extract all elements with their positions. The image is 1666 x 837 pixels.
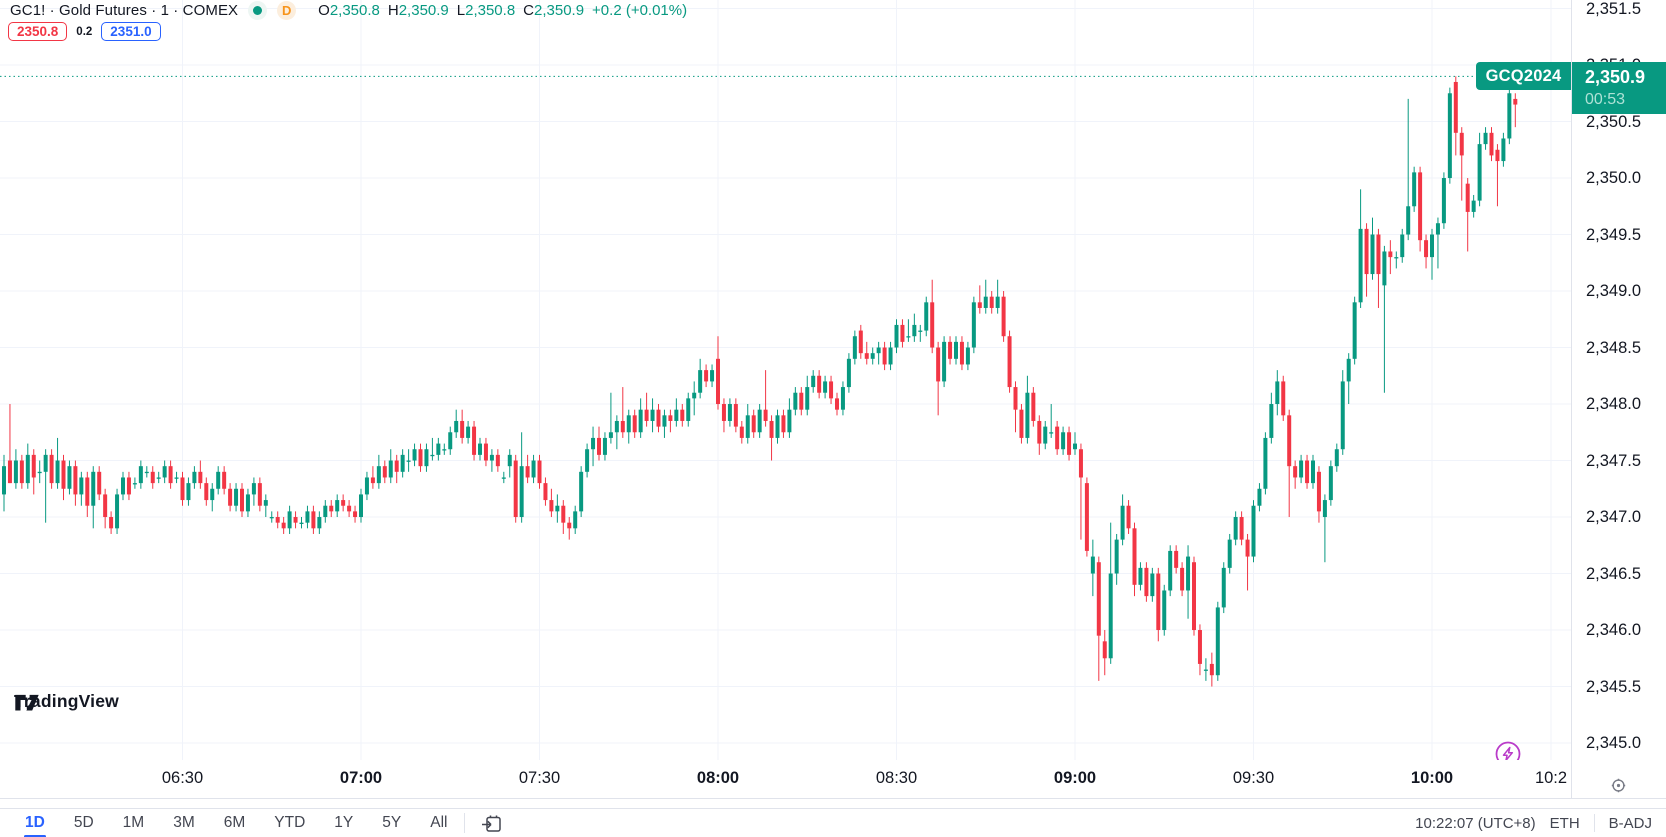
spread-value: 0.2: [76, 25, 93, 38]
time-axis-label: 09:30: [1232, 769, 1275, 787]
price-axis-label: 2,345.0: [1586, 734, 1642, 753]
time-axis-label: 07:00: [339, 769, 383, 787]
open-value: 2,350.8: [329, 2, 380, 19]
daily-interval-badge[interactable]: D: [277, 1, 297, 20]
candlestick-chart: [0, 0, 1571, 760]
range-button-5d[interactable]: 5D: [73, 814, 94, 831]
time-axis-label: 06:30: [161, 769, 204, 787]
range-button-5y[interactable]: 5Y: [382, 814, 402, 831]
time-axis-label: 07:30: [518, 769, 561, 787]
grid-layer: [0, 0, 1571, 760]
range-button-1y[interactable]: 1Y: [334, 814, 354, 831]
change-value: +0.2 (+0.01%): [592, 2, 688, 19]
high-label: H: [387, 2, 399, 19]
last-price-tag: 2,350.9 00:53: [1572, 62, 1666, 115]
tradingview-logo-icon: [15, 694, 39, 711]
bid-ask-row: 2350.8 0.2 2351.0: [8, 22, 161, 41]
price-axis-label: 2,346.0: [1586, 621, 1642, 640]
range-button-3m[interactable]: 3M: [173, 814, 195, 831]
symbol-title[interactable]: GC1! · Gold Futures · 1 · COMEX: [10, 2, 239, 19]
price-axis-label: 2,349.5: [1586, 225, 1642, 244]
market-status-dot-icon[interactable]: [248, 1, 268, 20]
last-price-value: 2,350.9: [1585, 67, 1646, 88]
range-button-1m[interactable]: 1M: [122, 814, 145, 831]
price-axis-label: 2,346.5: [1586, 564, 1642, 583]
toolbar-divider: [464, 813, 466, 833]
price-axis-label: 2,348.0: [1586, 395, 1642, 414]
time-axis-label: 09:00: [1053, 769, 1097, 787]
tradingview-wordmark: TradingView: [14, 691, 119, 711]
bottom-toolbar: 1D 5D 1M 3M 6M YTD 1Y 5Y All 10:22:07 (UTC+8) ET…: [0, 808, 1666, 837]
price-axis-label: 2,350.5: [1586, 112, 1642, 131]
price-axis-label: 2,345.5: [1586, 677, 1642, 696]
high-value: 2,350.9: [398, 2, 449, 19]
price-axis[interactable]: 2,345.0 2,345.5 2,346.0 2,346.5 2,347.0 2,347…: [1571, 0, 1666, 798]
open-label: O: [318, 2, 330, 19]
symbol-legend: GC1! · Gold Futures · 1 · COMEX D O2,350…: [10, 1, 687, 20]
boost-lightning-icon[interactable]: [1494, 740, 1522, 760]
clock-utc[interactable]: 10:22:07 (UTC+8): [1415, 814, 1536, 832]
range-button-ytd[interactable]: YTD: [274, 814, 306, 831]
tradingview-logo[interactable]: TradingView: [14, 691, 119, 712]
session-eth-button[interactable]: ETH: [1549, 814, 1580, 832]
status-divider: [1593, 814, 1595, 832]
time-axis-label: 10:2: [1534, 769, 1568, 787]
time-axis[interactable]: 06:30 07:00 07:30 08:00 08:30 09:00 09:30 10:00…: [0, 760, 1571, 798]
price-axis-label: 2,347.0: [1586, 508, 1642, 527]
low-value: 2,350.8: [465, 2, 516, 19]
ask-price-button[interactable]: 2351.0: [101, 22, 161, 41]
ohlc-readout: O2,350.8 H2,350.9 L2,350.8 C2,350.9 +0.2…: [318, 2, 687, 19]
range-button-1d[interactable]: 1D: [24, 811, 46, 837]
close-label: C: [523, 2, 534, 19]
axis-separator: [0, 798, 1666, 799]
range-button-all[interactable]: All: [430, 814, 448, 831]
low-label: L: [456, 2, 466, 19]
price-axis-label: 2,351.5: [1586, 0, 1642, 18]
date-range-switcher: 1D 5D 1M 3M 6M YTD 1Y 5Y All: [24, 811, 448, 837]
status-bar-right: 10:22:07 (UTC+8) ETH B-ADJ: [1415, 814, 1652, 832]
bid-price-button[interactable]: 2350.8: [8, 22, 68, 41]
axis-settings-gear-icon[interactable]: [1610, 777, 1627, 799]
price-axis-label: 2,350.0: [1586, 169, 1642, 188]
price-axis-label: 2,348.5: [1586, 338, 1642, 357]
range-button-6m[interactable]: 6M: [223, 814, 246, 831]
bar-countdown: 00:53: [1585, 91, 1626, 109]
back-adjust-button[interactable]: B-ADJ: [1608, 814, 1652, 832]
contract-label-gcq2024: GCQ2024: [1476, 62, 1571, 91]
chart-pane[interactable]: GC1! · Gold Futures · 1 · COMEX D O2,350…: [0, 0, 1571, 760]
time-axis-label: 08:00: [696, 769, 740, 787]
price-axis-label: 2,349.0: [1586, 282, 1642, 301]
candles-layer: [2, 76, 1518, 687]
close-value: 2,350.9: [534, 2, 585, 19]
price-axis-label: 2,347.5: [1586, 451, 1642, 470]
time-axis-label: 10:00: [1410, 769, 1454, 787]
calendar-arrow-icon: [482, 815, 502, 832]
go-to-date-button[interactable]: [481, 814, 502, 833]
time-axis-label: 08:30: [875, 769, 918, 787]
